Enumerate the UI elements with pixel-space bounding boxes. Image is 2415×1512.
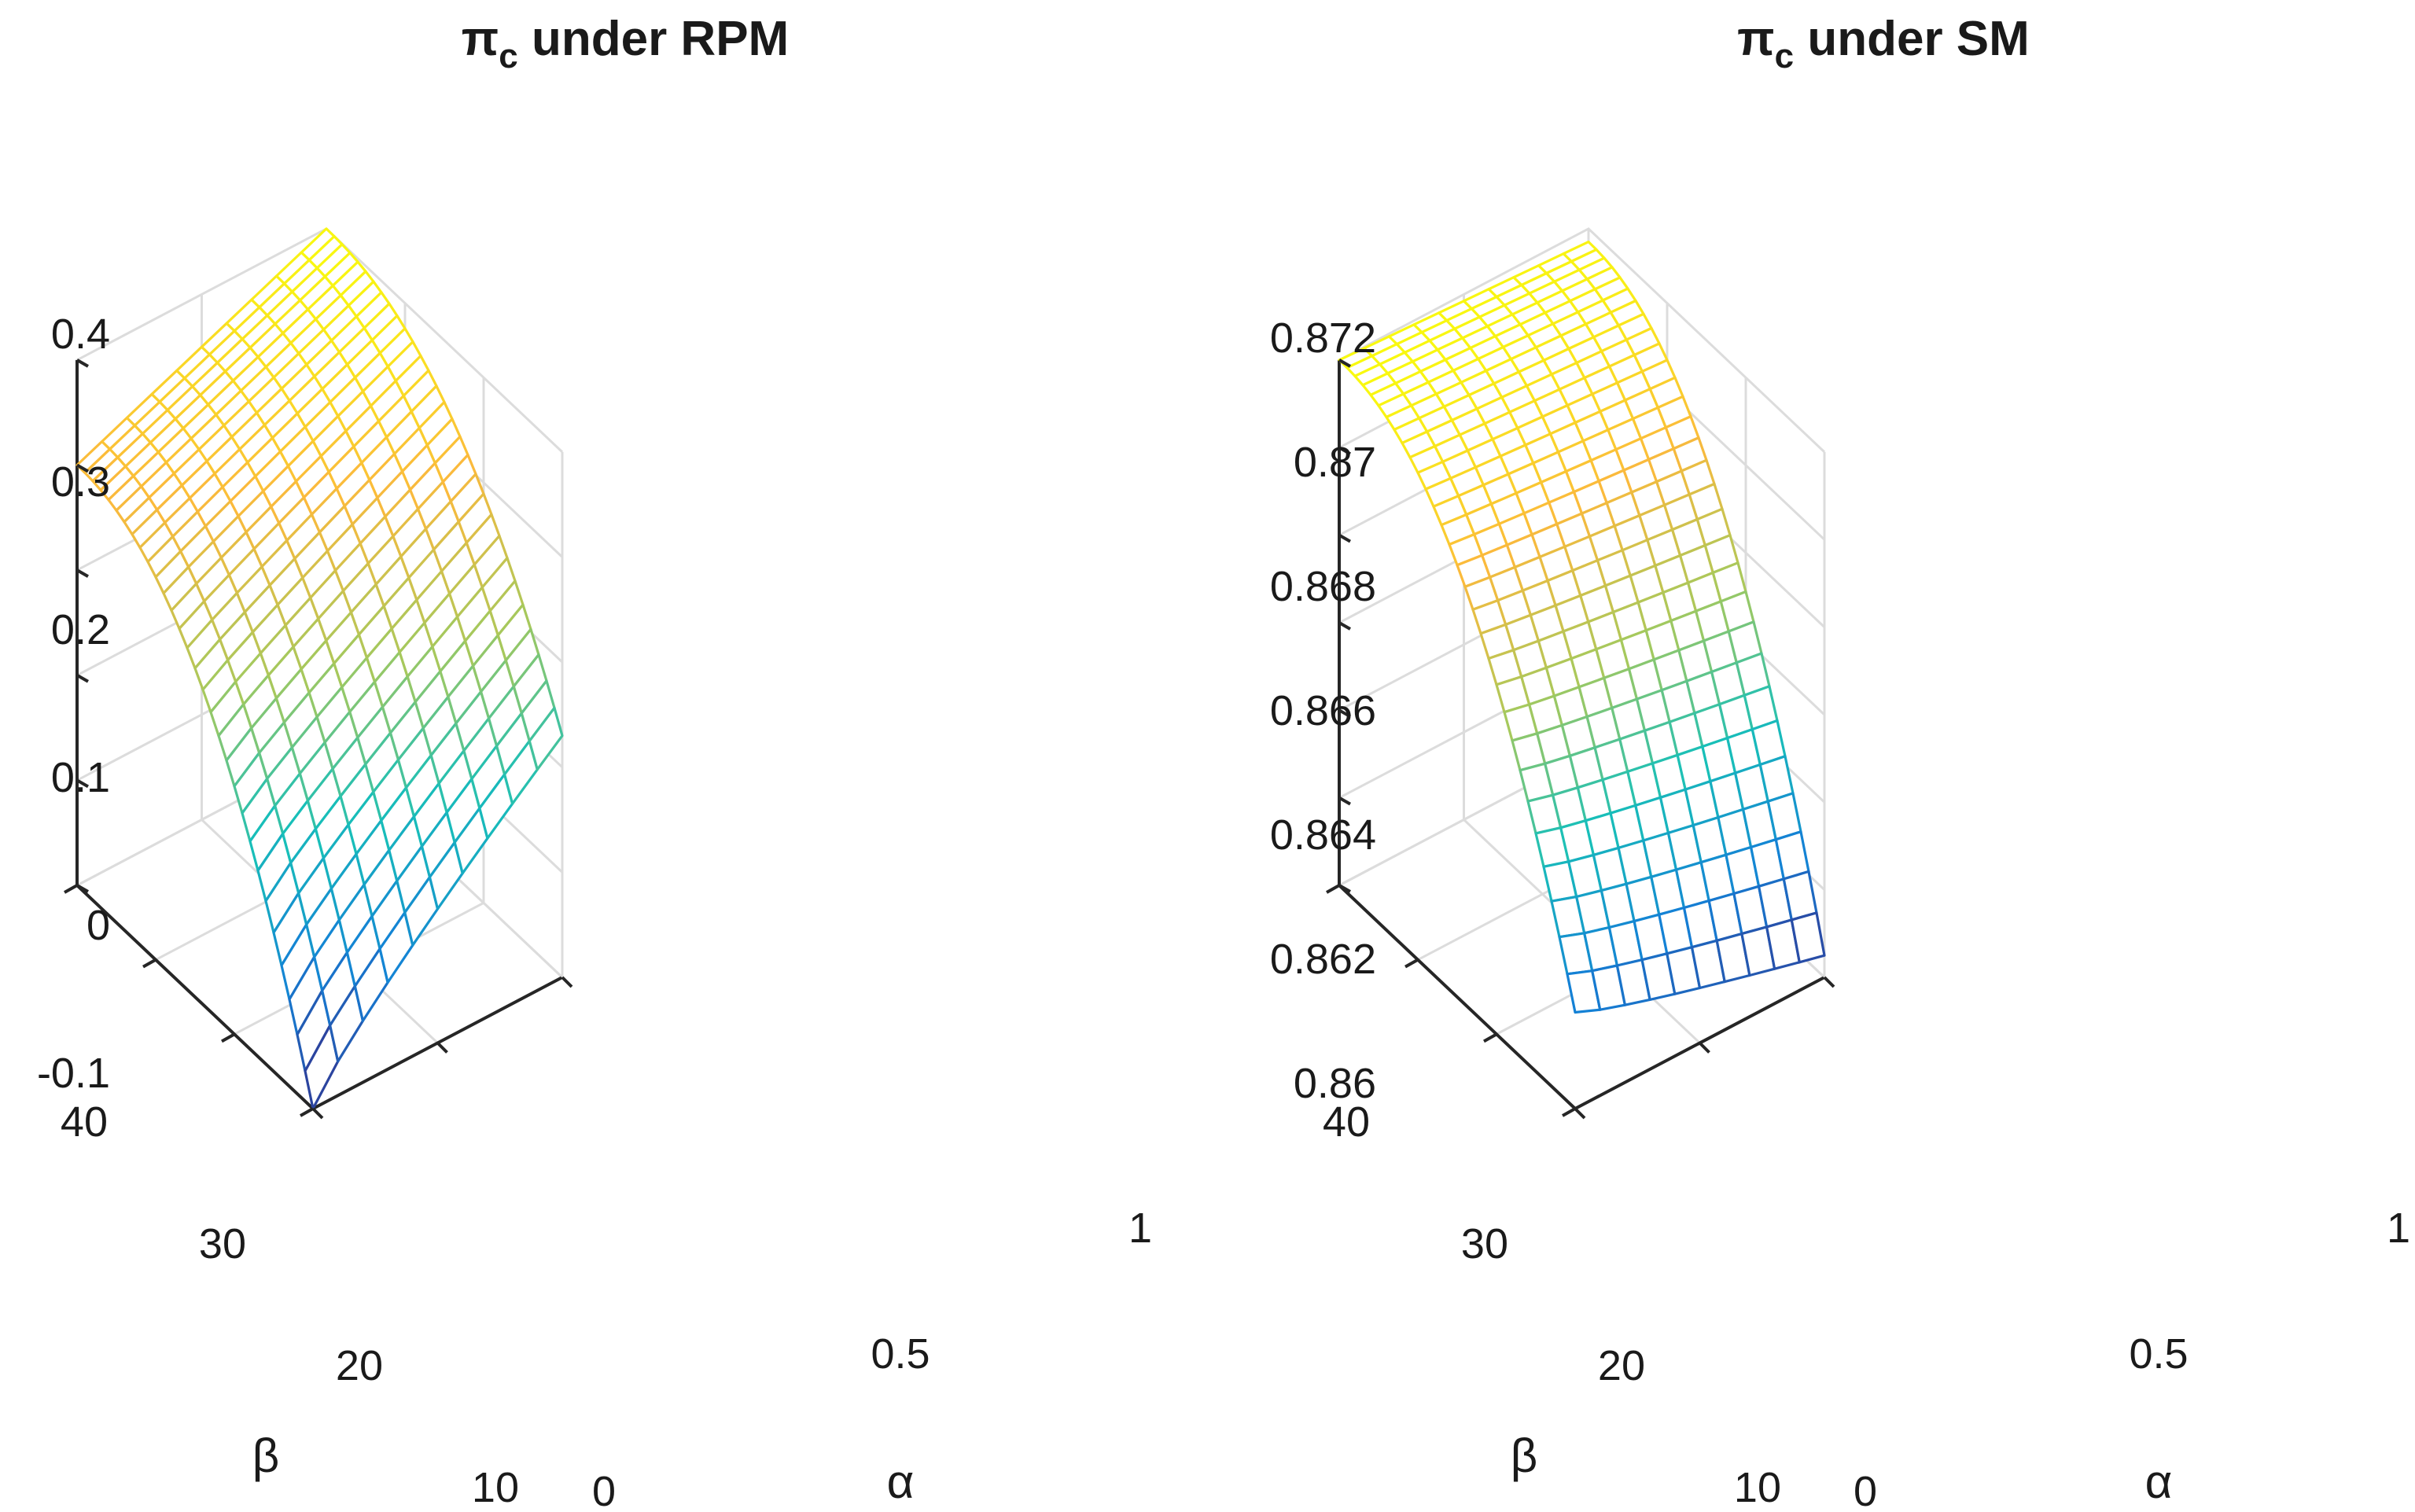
z-tick-mark xyxy=(1338,621,1351,631)
y-tick-mark xyxy=(1483,1032,1497,1043)
sm-y-tick-label: 10 xyxy=(1734,1464,1781,1511)
y-tick-mark xyxy=(1326,884,1340,894)
sm-x-tick-label: 0 xyxy=(1854,1468,1877,1512)
y-tick-mark xyxy=(64,884,78,894)
rpm-ticks xyxy=(64,359,573,1120)
x-tick-mark xyxy=(1574,1107,1586,1120)
z-tick-mark xyxy=(1338,533,1351,543)
rpm-z-tick-label: 0.2 xyxy=(51,606,110,653)
x-tick-mark xyxy=(1699,1042,1710,1054)
sm-z-tick-label: 0.87 xyxy=(1294,439,1376,486)
sm-surface-panel: πc under SM 0.872 0.87 0.868 0.866 0.864… xyxy=(1270,12,2410,1512)
z-tick-mark xyxy=(76,674,89,683)
rpm-y-tick-label: 30 xyxy=(199,1220,246,1267)
rpm-y-tick-label: 10 xyxy=(472,1464,519,1511)
y-axis-line xyxy=(75,884,315,1110)
rpm-x-tick-label: 0.5 xyxy=(871,1330,930,1378)
y-tick-mark xyxy=(142,958,156,969)
sm-title-subscript: c xyxy=(1775,37,1794,75)
rpm-surface-panel: πc under RPM 0.4 0.3 0.2 0.1 0 -0.1 10 2… xyxy=(37,12,1152,1512)
z-tick-mark xyxy=(1338,796,1351,806)
sm-y-axis-label: β xyxy=(1511,1429,1538,1482)
sm-z-tick-label: 0.864 xyxy=(1270,811,1376,859)
y-axis-line xyxy=(1338,884,1577,1110)
z-tick-mark xyxy=(1338,446,1351,455)
sm-title-pi: π xyxy=(1737,12,1774,66)
sm-z-tick-label: 0.872 xyxy=(1270,315,1376,362)
rpm-z-tick-label: 0 xyxy=(87,902,110,949)
z-tick-mark xyxy=(76,359,89,368)
y-tick-mark xyxy=(1562,1107,1576,1117)
x-tick-mark xyxy=(311,1107,324,1120)
rpm-x-tick-label: 0 xyxy=(592,1468,616,1512)
rpm-title-rest: under RPM xyxy=(518,12,789,66)
sm-x-tick-label: 1 xyxy=(2387,1205,2410,1252)
rpm-z-tick-label: -0.1 xyxy=(37,1050,110,1097)
z-tick-mark xyxy=(76,884,89,893)
rpm-z-tick-label: 0.4 xyxy=(51,311,110,358)
y-tick-mark xyxy=(221,1032,235,1043)
rpm-title-pi: π xyxy=(462,12,499,66)
rpm-surface-mesh xyxy=(75,227,564,1110)
rpm-y-tick-label: 20 xyxy=(336,1342,383,1389)
z-tick-mark xyxy=(1338,708,1351,719)
surface-cell xyxy=(528,706,564,771)
z-tick-mark xyxy=(76,463,89,473)
z-tick-mark xyxy=(1338,359,1351,368)
sm-x-tick-label: 0.5 xyxy=(2129,1330,2188,1378)
x-tick-mark xyxy=(1823,976,1835,988)
rpm-chart-title: πc under RPM xyxy=(462,12,789,75)
z-tick-mark xyxy=(76,568,89,578)
y-tick-mark xyxy=(300,1107,314,1117)
sm-x-axis-label: α xyxy=(2145,1455,2173,1508)
sm-z-tick-label: 0.86 xyxy=(1294,1060,1376,1107)
rpm-z-tick-label: 0.3 xyxy=(51,458,110,506)
sm-title-rest: under SM xyxy=(1794,12,2030,66)
sm-surface-mesh xyxy=(1338,241,1826,1014)
sm-y-tick-label: 30 xyxy=(1461,1220,1508,1267)
rpm-z-tick-label: 0.1 xyxy=(51,754,110,801)
rpm-y-tick-label: 40 xyxy=(61,1098,108,1146)
sm-z-tick-label: 0.868 xyxy=(1270,563,1376,610)
x-tick-mark xyxy=(561,976,573,988)
rpm-x-axis-label: α xyxy=(887,1455,915,1508)
z-tick-mark xyxy=(1338,884,1351,893)
x-tick-mark xyxy=(436,1042,448,1054)
surface-cell xyxy=(1790,911,1826,964)
y-tick-mark xyxy=(1404,958,1419,969)
sm-z-tick-label: 0.862 xyxy=(1270,936,1376,983)
rpm-title-subscript: c xyxy=(499,37,517,75)
rpm-y-axis-label: β xyxy=(252,1429,280,1482)
sm-chart-title: πc under SM xyxy=(1737,12,2030,75)
sm-y-tick-label: 20 xyxy=(1598,1342,1645,1389)
rpm-x-tick-label: 1 xyxy=(1128,1205,1152,1252)
sm-z-tick-label: 0.866 xyxy=(1270,687,1376,734)
sm-ticks xyxy=(1326,359,1835,1120)
z-tick-mark xyxy=(76,778,89,789)
sm-y-tick-label: 40 xyxy=(1323,1098,1370,1146)
